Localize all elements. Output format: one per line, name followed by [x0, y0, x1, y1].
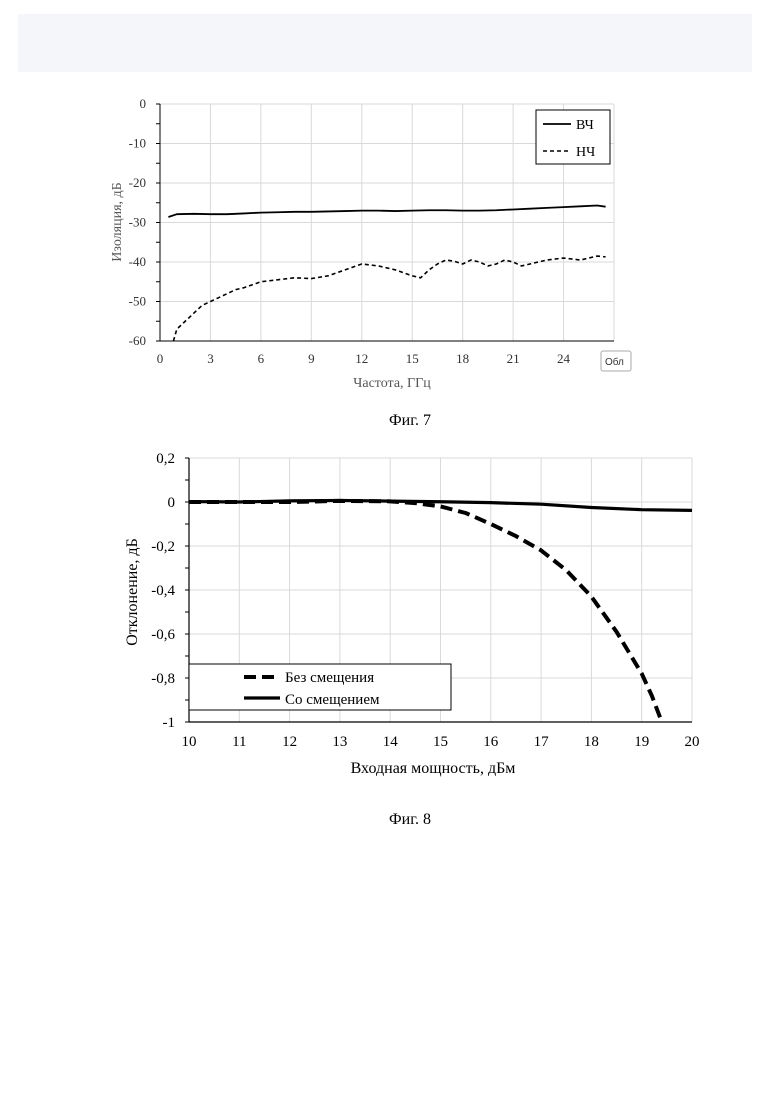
x-tick-label: 24 [557, 351, 571, 366]
legend-label-so-smescheniem: Со смещением [285, 692, 380, 708]
x-tick-label: 17 [534, 734, 550, 750]
x-tick-label: 9 [308, 351, 315, 366]
x-tick-label: 12 [282, 734, 297, 750]
x-tick-label: 0 [157, 351, 164, 366]
y-tick-label: -0,2 [151, 539, 175, 555]
x-tick-label: 19 [634, 734, 649, 750]
x-tick-label: 12 [355, 351, 368, 366]
y-tick-label: -1 [163, 715, 176, 731]
x-tick-label: 10 [182, 734, 197, 750]
x-tick-label: 13 [332, 734, 347, 750]
x-tick-label: 18 [584, 734, 599, 750]
series-line-nch [173, 256, 605, 341]
x-tick-label: 6 [258, 351, 265, 366]
y-tick-label: 0 [168, 495, 176, 511]
y-tick-label: -0,8 [151, 671, 175, 687]
figure-caption: Фиг. 8 [389, 811, 431, 828]
y-tick-label: -0,6 [151, 627, 175, 643]
legend-label-vch: ВЧ [576, 118, 594, 133]
y-tick-label: 0 [140, 96, 147, 111]
x-axis-label: Входная мощность, дБм [351, 760, 516, 777]
y-tick-label: 0,2 [156, 451, 175, 467]
y-tick-label: -60 [129, 333, 146, 348]
legend-box [536, 110, 610, 164]
y-axis-label: Изоляция, дБ [110, 182, 125, 261]
x-tick-label: 3 [207, 351, 214, 366]
legend-label-bez-smescheniya: Без смещения [285, 670, 374, 686]
figure-caption: Фиг. 7 [389, 412, 431, 429]
x-tick-label: 21 [507, 351, 520, 366]
y-axis-label: Отклонение, дБ [124, 538, 141, 646]
x-tick-label: 20 [685, 734, 700, 750]
x-tick-label: 11 [232, 734, 246, 750]
overlay-tab-label: Обл [605, 356, 624, 368]
series-line-vch [168, 206, 605, 217]
x-tick-label: 15 [406, 351, 419, 366]
x-tick-label: 16 [483, 734, 499, 750]
y-tick-label: -10 [129, 136, 146, 151]
y-tick-label: -0,4 [151, 583, 175, 599]
x-tick-label: 14 [383, 734, 399, 750]
y-tick-label: -30 [129, 215, 146, 230]
y-tick-label: -50 [129, 294, 146, 309]
y-tick-label: -20 [129, 175, 146, 190]
x-tick-label: 15 [433, 734, 448, 750]
x-axis-label: Частота, ГГц [353, 376, 431, 391]
legend-label-nch: НЧ [576, 145, 595, 160]
y-tick-label: -40 [129, 254, 146, 269]
x-tick-label: 18 [456, 351, 469, 366]
